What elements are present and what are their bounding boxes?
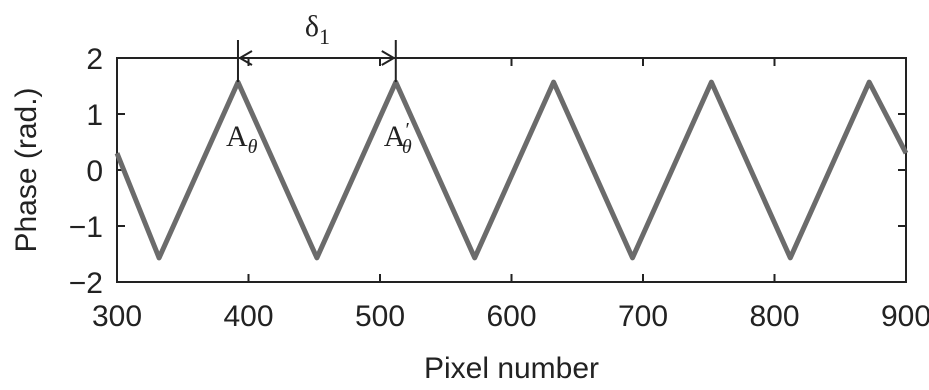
period-label: δ1	[305, 10, 330, 49]
arrowhead-left	[237, 50, 253, 66]
x-tick-label: 800	[749, 300, 799, 333]
x-tick-label: 900	[881, 300, 929, 333]
axis-ticks	[116, 57, 907, 283]
y-tick-label: 2	[86, 43, 103, 76]
x-tick-label: 500	[355, 300, 405, 333]
peak-label-b: A′ θ	[384, 119, 412, 158]
x-tick-label: 400	[223, 300, 273, 333]
x-axis-label: Pixel number	[424, 352, 599, 385]
y-tick-label: −1	[69, 211, 103, 244]
peak-label-a: Aθ	[226, 120, 258, 158]
series-layer	[114, 79, 909, 261]
x-tick-label: 300	[92, 300, 142, 333]
y-tick-label: −2	[69, 267, 103, 300]
y-axis-label: Phase (rad.)	[10, 87, 43, 252]
arrowhead-right	[381, 50, 396, 66]
x-tick-label: 600	[486, 300, 536, 333]
annotation-layer: δ1 Aθ A′ θ	[226, 10, 412, 158]
x-tick-label: 700	[618, 300, 668, 333]
phase-series-line	[114, 79, 909, 261]
y-tick-label: 0	[86, 155, 103, 188]
axis-tick-labels: 300 400 500 600 700 800 900 −2 −1 0 1 2	[69, 43, 929, 333]
y-tick-label: 1	[86, 99, 103, 132]
